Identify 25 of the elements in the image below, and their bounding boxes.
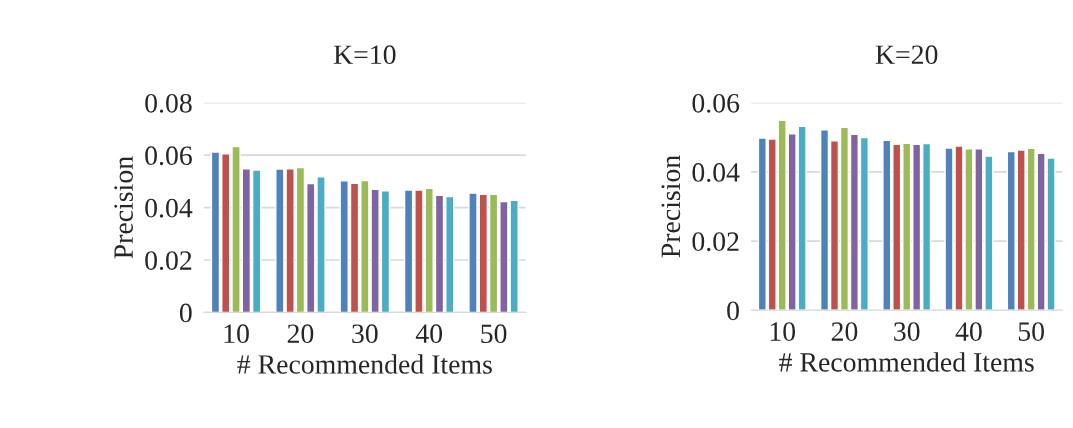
y-tick-label: 0.06 — [145, 146, 192, 166]
x-tick-label: 30 — [894, 322, 920, 341]
x-tick-label: 10 — [770, 322, 796, 341]
x-tick-label: 30 — [352, 324, 378, 344]
x-axis-title: # Recommended Items — [779, 352, 1034, 372]
y-tick-label: 0 — [727, 301, 739, 321]
x-tick-label: 10 — [224, 324, 249, 344]
y-tick-label: 0.02 — [692, 232, 739, 252]
y-tick-label: 0 — [179, 303, 192, 323]
chart-title: K=10 — [333, 45, 396, 65]
x-tick-label: 20 — [831, 322, 858, 341]
y-tick-label: 0.06 — [692, 93, 740, 113]
x-axis-title: # Recommended Items — [237, 354, 492, 374]
x-tick-label: 50 — [481, 324, 507, 344]
chart-title: K=20 — [875, 45, 938, 65]
y-tick-label: 0.04 — [692, 163, 740, 182]
x-tick-label: 40 — [415, 324, 443, 344]
y-axis-title: Precision — [114, 156, 133, 259]
y-tick-label: 0.02 — [145, 251, 192, 271]
x-tick-label: 20 — [287, 324, 314, 344]
y-tick-label: 0.04 — [145, 198, 193, 218]
y-tick-label: 0.08 — [145, 93, 192, 113]
x-tick-label: 40 — [955, 322, 982, 341]
x-tick-label: 50 — [1018, 322, 1044, 341]
y-axis-title: Precision — [661, 155, 681, 258]
